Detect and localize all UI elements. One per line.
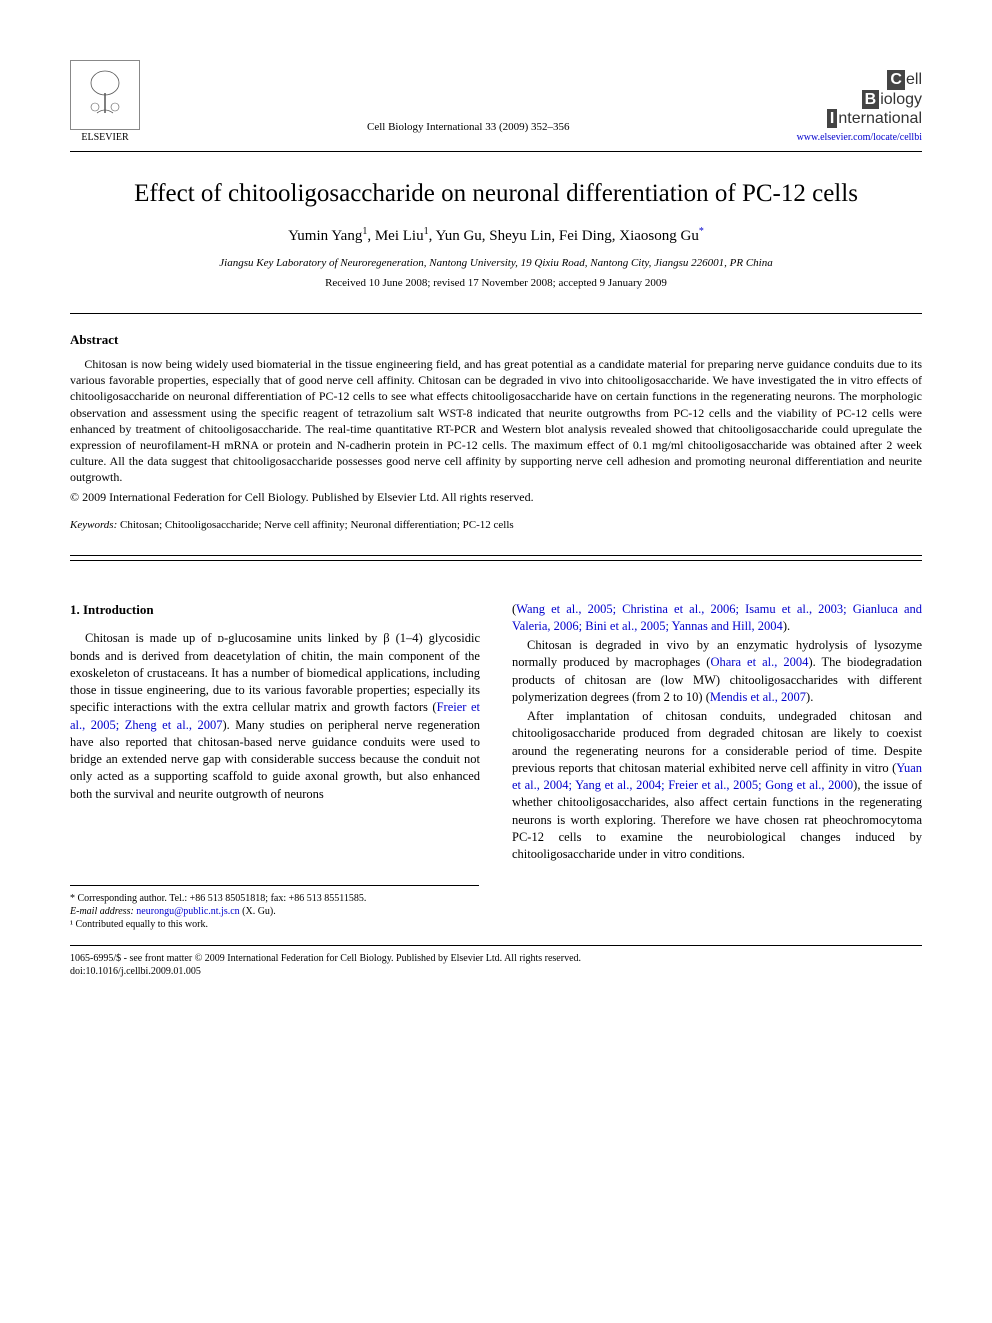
journal-logo-line: Cell <box>797 70 922 89</box>
publisher-name: ELSEVIER <box>81 132 128 143</box>
keywords-label: Keywords: <box>70 519 117 531</box>
divider <box>70 555 922 556</box>
abstract-heading: Abstract <box>70 332 922 348</box>
email-address[interactable]: neurongu@public.nt.js.cn <box>136 906 239 917</box>
divider <box>70 151 922 152</box>
journal-logo-line: International <box>797 109 922 128</box>
keywords-text: Chitosan; Chitooligosaccharide; Nerve ce… <box>117 519 513 531</box>
email-label: E-mail address: <box>70 906 134 917</box>
email-suffix: (X. Gu). <box>240 906 276 917</box>
body-paragraph: Chitosan is degraded in vivo by an enzym… <box>512 637 922 706</box>
publisher-logo: ELSEVIER <box>70 60 140 143</box>
journal-logo: CellBiologyInternational www.elsevier.co… <box>797 70 922 143</box>
divider <box>70 560 922 561</box>
journal-url[interactable]: www.elsevier.com/locate/cellbi <box>797 132 922 143</box>
left-column: 1. Introduction Chitosan is made up of ᴅ… <box>70 601 480 866</box>
keywords: Keywords: Chitosan; Chitooligosaccharide… <box>70 519 922 531</box>
divider <box>70 313 922 314</box>
article-title: Effect of chitooligosaccharide on neuron… <box>70 180 922 208</box>
abstract-copyright: © 2009 International Federation for Cell… <box>70 490 922 505</box>
equal-contribution-note: ¹ Contributed equally to this work. <box>70 918 479 931</box>
elsevier-tree-icon <box>70 60 140 130</box>
right-column: (Wang et al., 2005; Christina et al., 20… <box>512 601 922 866</box>
body-paragraph: Chitosan is made up of ᴅ-glucosamine uni… <box>70 630 480 803</box>
journal-logo-line: Biology <box>797 90 922 109</box>
footer: 1065-6995/$ - see front matter © 2009 In… <box>70 945 922 978</box>
footnotes: * Corresponding author. Tel.: +86 513 85… <box>70 885 479 931</box>
abstract-text: Chitosan is now being widely used biomat… <box>70 356 922 486</box>
section-heading: 1. Introduction <box>70 601 480 619</box>
affiliation: Jiangsu Key Laboratory of Neuroregenerat… <box>70 257 922 269</box>
journal-reference: Cell Biology International 33 (2009) 352… <box>140 121 797 143</box>
body-columns: 1. Introduction Chitosan is made up of ᴅ… <box>70 601 922 866</box>
footer-copyright: 1065-6995/$ - see front matter © 2009 In… <box>70 952 922 965</box>
footer-doi: doi:10.1016/j.cellbi.2009.01.005 <box>70 965 922 978</box>
article-dates: Received 10 June 2008; revised 17 Novemb… <box>70 277 922 289</box>
body-paragraph: After implantation of chitosan conduits,… <box>512 708 922 863</box>
body-paragraph: (Wang et al., 2005; Christina et al., 20… <box>512 601 922 636</box>
corresponding-author-note: * Corresponding author. Tel.: +86 513 85… <box>70 892 479 905</box>
email-line: E-mail address: neurongu@public.nt.js.cn… <box>70 905 479 918</box>
authors: Yumin Yang1, Mei Liu1, Yun Gu, Sheyu Lin… <box>70 226 922 245</box>
article-header: ELSEVIER Cell Biology International 33 (… <box>70 60 922 143</box>
